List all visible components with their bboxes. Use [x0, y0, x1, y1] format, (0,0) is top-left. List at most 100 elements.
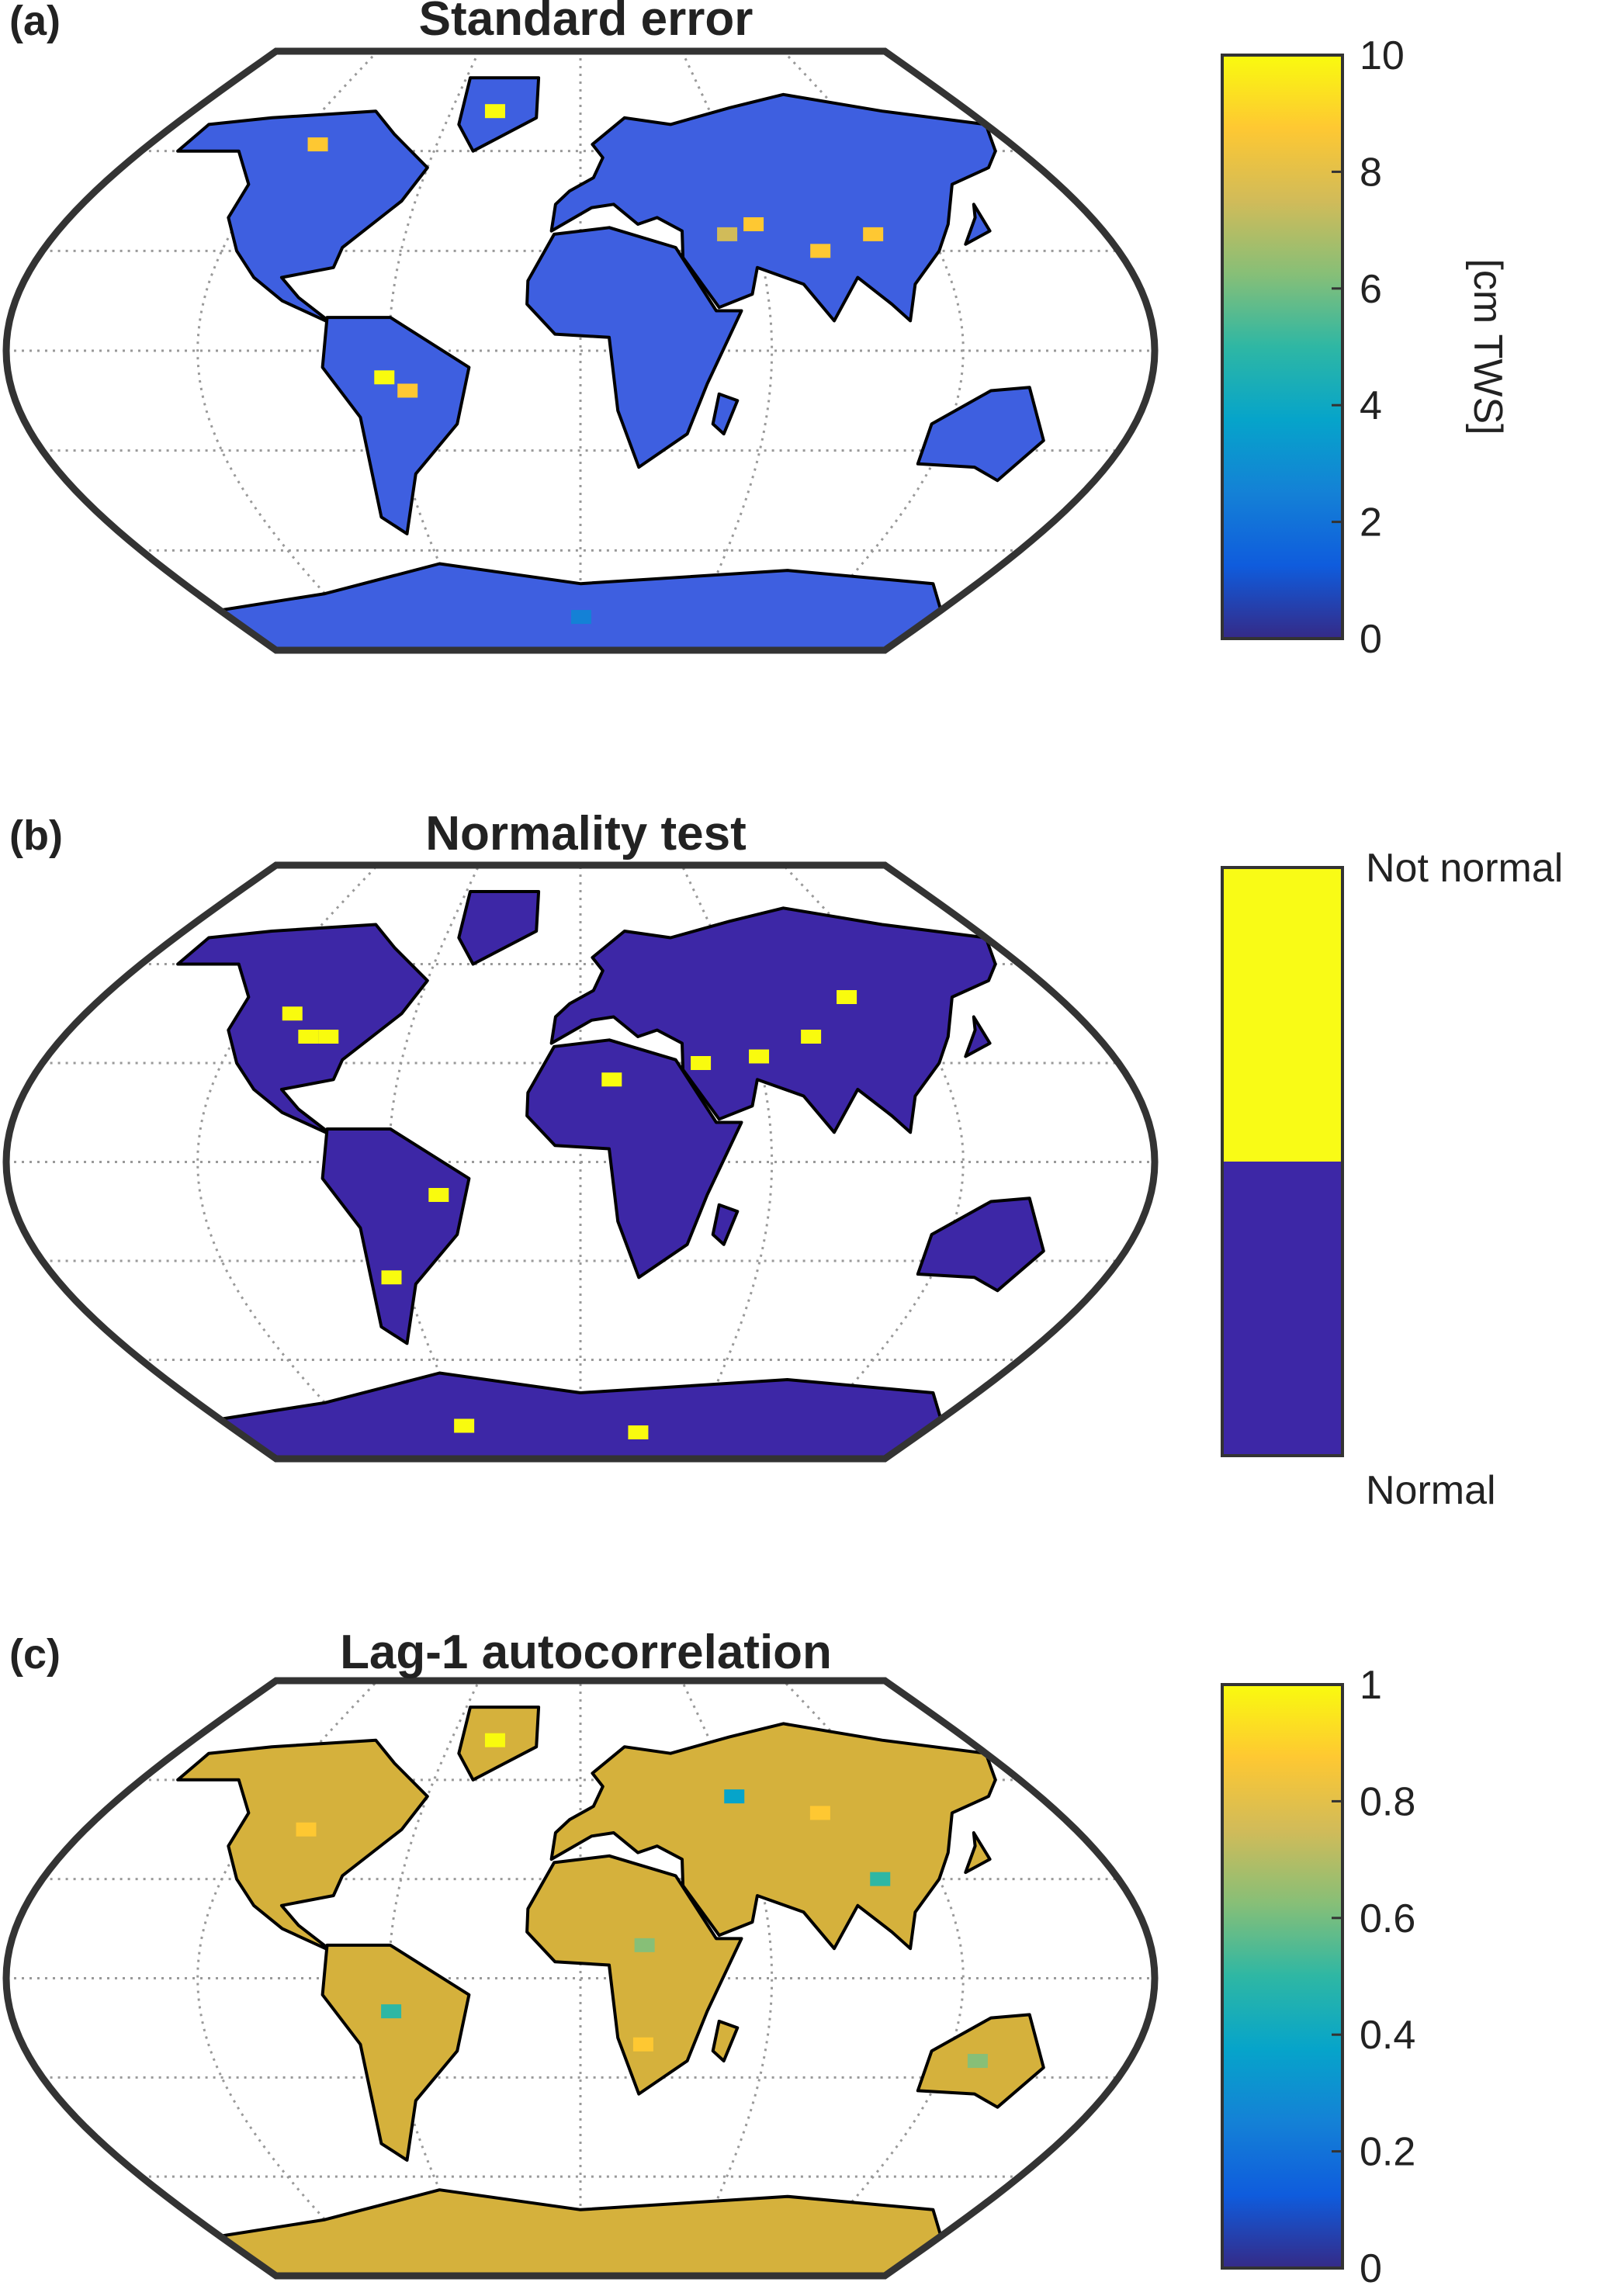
grid-cell	[428, 1188, 449, 1202]
colorbar-tick-label: 4	[1360, 383, 1382, 428]
continent-eurasia	[549, 1722, 997, 1951]
panel-label: (a)	[9, 0, 61, 44]
grid-cell	[296, 1822, 317, 1837]
meridian-line	[782, 864, 965, 1460]
continent-japan	[964, 1015, 992, 1058]
grid-cell	[628, 1425, 649, 1439]
grid-cell	[724, 1789, 745, 1804]
map-frame	[2, 47, 1159, 654]
colorbar-gradient	[1221, 54, 1344, 640]
panel-label: (c)	[9, 1631, 61, 1678]
colorbar-tick-label: 10	[1360, 33, 1405, 78]
colorbar-gradient	[1221, 1683, 1344, 2270]
continent-antarctica	[218, 1371, 943, 1460]
map-frame	[2, 1677, 1159, 2280]
panel-b: Normality test (b) Not normal Normal	[2, 807, 1563, 1513]
meridian-line	[681, 864, 774, 1460]
meridian-line	[782, 1679, 965, 2277]
meridian-line	[387, 864, 480, 1460]
continent-madagascar	[711, 2019, 740, 2062]
grid-cell	[381, 2004, 402, 2019]
meridian-line	[782, 50, 965, 652]
meridian-line	[196, 50, 379, 652]
panel-title: Normality test	[425, 807, 746, 861]
graticule	[6, 864, 1155, 1460]
continent-madagascar	[711, 392, 740, 436]
land	[176, 76, 1045, 652]
continent-antarctica	[218, 2188, 943, 2277]
colorbar-label: Not normal	[1366, 846, 1563, 891]
grid-cell	[397, 383, 418, 398]
grid-cell	[307, 137, 328, 152]
continent-eurasia	[549, 906, 997, 1134]
colorbar-normal	[1222, 1162, 1342, 1456]
grid-cell	[374, 370, 395, 385]
colorbar: Not normal Normal	[1221, 846, 1563, 1513]
colorbar-tick-label: 0	[1360, 617, 1382, 662]
meridian-line	[196, 1679, 379, 2277]
grid-cell	[634, 1938, 655, 1952]
grid-cell	[810, 244, 831, 258]
grid-cell	[809, 1806, 830, 1820]
grid-cell	[837, 990, 857, 1004]
colorbar-tick-label: 0.2	[1360, 2130, 1415, 2175]
panel-title: Lag-1 autocorrelation	[340, 1626, 832, 1679]
grid-cell	[632, 2037, 653, 2052]
colorbar-tick-label: 0.6	[1360, 1896, 1415, 1941]
land	[176, 1706, 1045, 2277]
grid-cell	[484, 104, 505, 119]
colorbar-border	[1221, 866, 1344, 1457]
continent-japan	[964, 1831, 992, 1875]
map-frame	[2, 861, 1159, 1463]
continent-africa	[525, 226, 743, 469]
colorbar-tick-label: 2	[1360, 500, 1382, 545]
continent-australia	[916, 386, 1045, 483]
meridian-line	[387, 50, 480, 651]
colorbar: 0 2 4 6 8 10 [cm TWS]	[1221, 33, 1510, 662]
grid-cell	[801, 1030, 822, 1044]
continent-eurasia	[549, 92, 997, 323]
continent-north-america	[176, 1738, 429, 1954]
grid-cell	[967, 2054, 988, 2069]
panel-label: (b)	[9, 812, 63, 859]
colorbar-axis-label: [cm TWS]	[1465, 258, 1510, 435]
colorbar-tick-label: 8	[1360, 150, 1382, 195]
continent-south-america	[320, 1943, 471, 2162]
continent-antarctica	[218, 562, 943, 652]
continent-africa	[525, 1854, 743, 2096]
grid-cell	[484, 1733, 505, 1747]
grid-cell	[571, 610, 591, 625]
colorbar-tick-label: 0.8	[1360, 1779, 1415, 1824]
colorbar: 0 0.2 0.4 0.6 0.8 1	[1221, 1663, 1415, 2291]
continent-north-america	[176, 109, 429, 326]
meridian-line	[196, 864, 379, 1460]
grid-cell	[381, 1270, 402, 1285]
grid-cell	[870, 1872, 891, 1886]
grid-cell	[318, 1030, 339, 1044]
colorbar-tick-label: 1	[1360, 1663, 1382, 1708]
meridian-line	[387, 1680, 480, 2277]
colorbar-not-normal	[1222, 867, 1342, 1162]
panel-c: Lag-1 autocorrelation (c) 0 0.2 0.4 0.6 0.8 1	[2, 1626, 1415, 2291]
colorbar-label: Normal	[1366, 1468, 1496, 1513]
grid-cell	[863, 227, 884, 241]
grid-cell	[454, 1418, 475, 1433]
colorbar-tick-label: 0	[1360, 2246, 1382, 2291]
grid-cell	[282, 1006, 303, 1021]
grid-cell	[743, 217, 764, 232]
grid-cell	[691, 1056, 712, 1070]
grid-cell	[749, 1049, 770, 1064]
graticule	[6, 1679, 1155, 2277]
grid-cell	[601, 1072, 622, 1087]
panel-a: Standard error (a) 0 2 4 6 8 10 [cm TWS]	[2, 0, 1510, 662]
continent-south-america	[320, 1127, 471, 1345]
continent-greenland	[457, 890, 541, 966]
colorbar-tick-label: 0.4	[1360, 2013, 1415, 2058]
meridian-line	[681, 1680, 774, 2277]
colorbar-tick-label: 6	[1360, 267, 1382, 312]
continent-madagascar	[711, 1203, 740, 1246]
continent-australia	[916, 1196, 1045, 1293]
panel-title: Standard error	[419, 0, 753, 46]
continent-japan	[964, 203, 992, 246]
land	[176, 890, 1045, 1460]
